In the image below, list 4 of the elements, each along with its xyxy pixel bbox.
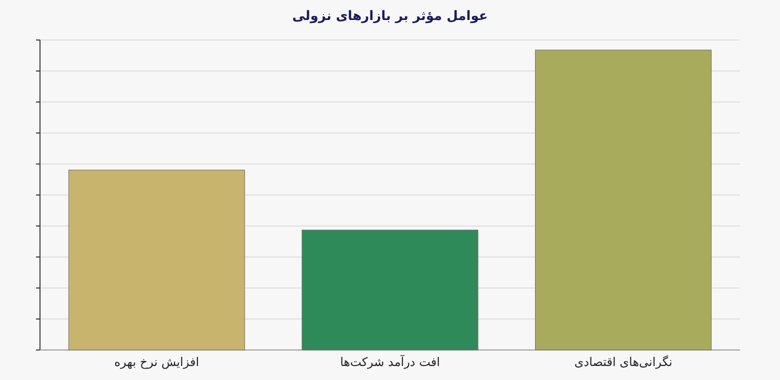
x-tick-label: افت درآمد شرکت‌ها <box>340 354 440 369</box>
x-tick-label: نگرانی‌های اقتصادی <box>574 355 672 369</box>
chart-title: عوامل مؤثر بر بازارهای نزولی <box>292 9 488 24</box>
x-tick-label: افزایش نرخ بهره <box>114 355 200 369</box>
